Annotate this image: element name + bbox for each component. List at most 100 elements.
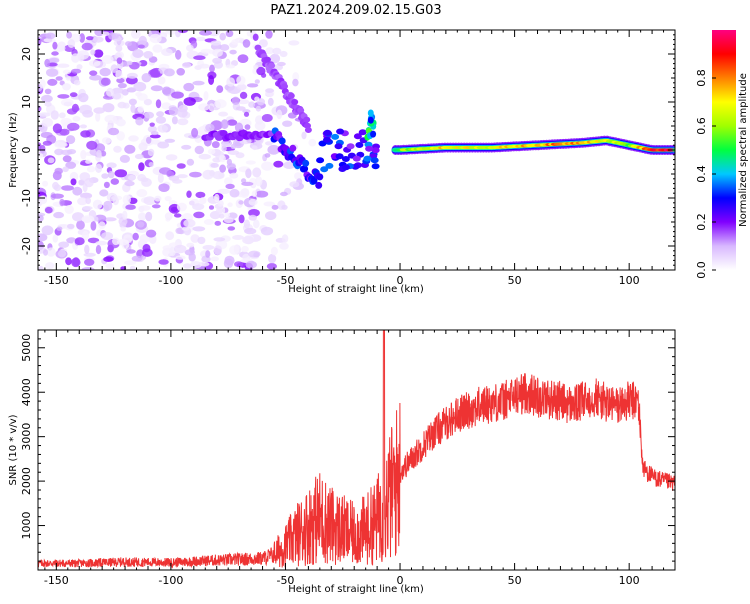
spectrogram-cell	[198, 153, 211, 160]
spectrogram-cell	[66, 31, 72, 39]
spectrogram-cell	[165, 154, 178, 161]
spectrogram-cell	[214, 220, 222, 226]
spectrogram-cell	[74, 237, 85, 246]
spectrogram-cell	[236, 83, 247, 91]
snr-xtick-label: -50	[276, 574, 294, 587]
spectrogram-cell	[253, 64, 259, 70]
spectrogram-cell	[303, 116, 311, 123]
spectrogram-cell	[93, 107, 105, 114]
spectrogram-cell	[173, 244, 187, 254]
spectrogram-cell	[255, 176, 263, 187]
spectrogram-cell	[65, 257, 72, 266]
spectrogram-cell	[86, 165, 96, 173]
spectrogram-cell	[248, 101, 256, 108]
spectrogram-cell	[158, 259, 169, 265]
spectrogram-cell	[370, 130, 377, 138]
spectrogram-cell	[176, 202, 187, 212]
spectrogram-cell	[203, 91, 209, 101]
spectrogram-cell	[143, 51, 154, 59]
spectrogram-cell	[242, 236, 255, 245]
spectrogram-cell	[294, 172, 302, 180]
spectrogram-cell	[89, 70, 98, 76]
spectrogram-cell	[107, 170, 115, 179]
spectrogram-cell	[89, 74, 102, 81]
spectrogram-cell	[144, 111, 154, 119]
spectrogram-cell	[114, 169, 128, 178]
spectrogram-cell	[297, 107, 305, 114]
spectrogram-cell	[82, 216, 91, 223]
spectrogram-cell	[218, 111, 229, 117]
spectrogram-cell	[190, 234, 200, 243]
spectrogram-cell	[365, 145, 374, 152]
spectrogram-cell	[117, 101, 127, 109]
spectrogram-cell	[90, 221, 97, 231]
spectrogram-cell	[370, 157, 379, 164]
spectrogram-cell	[168, 106, 179, 116]
spectrogram-cell	[212, 57, 223, 64]
spectrogram-cell	[46, 68, 59, 77]
spectrogram-xtick-label: 50	[508, 274, 522, 287]
spectrogram-cell	[255, 105, 261, 112]
spectrogram-cell	[355, 142, 364, 148]
spectrogram-cell	[80, 130, 91, 138]
spectrogram-cell	[121, 239, 130, 250]
spectrogram-cell	[308, 138, 317, 147]
spectrogram-cell	[197, 236, 206, 245]
spectrogram-cell	[116, 131, 125, 141]
spectrogram-cell	[104, 114, 117, 124]
spectrogram-cell	[331, 133, 340, 140]
spectrogram-cell	[219, 164, 227, 173]
spectrogram-cell	[126, 249, 136, 254]
spectrogram-cell	[226, 77, 236, 87]
spectrogram-cell	[208, 103, 215, 112]
spectrogram-cell	[278, 137, 286, 145]
spectrogram-cell	[94, 143, 106, 153]
spectrogram-cell	[99, 189, 109, 197]
spectrogram-cell	[148, 69, 161, 78]
spectrogram-cell	[44, 101, 52, 107]
spectrogram-cell	[280, 191, 288, 197]
spectrogram-cell	[106, 162, 117, 169]
spectrogram-cell	[270, 246, 278, 256]
spectrogram-cell	[233, 244, 240, 252]
spectrogram-cell	[183, 82, 195, 92]
spectrogram-cell	[336, 128, 345, 135]
spectrogram-cell	[99, 67, 111, 77]
spectrogram-cell	[263, 201, 276, 207]
spectrogram-cell	[227, 119, 238, 126]
spectrogram-cell	[248, 209, 260, 217]
spectrogram-cell	[125, 204, 136, 210]
spectrogram-cell	[195, 191, 206, 199]
spectrogram-cell	[134, 153, 144, 160]
spectrogram-cell	[267, 144, 281, 155]
spectrogram-cell	[130, 104, 136, 113]
spectrogram-cell	[138, 142, 148, 151]
spectrogram-cell	[245, 168, 252, 179]
spectrogram-cell	[219, 32, 226, 41]
spectrogram-cell	[234, 37, 245, 43]
spectrogram-cell	[218, 213, 225, 219]
spectrogram-cell	[38, 200, 42, 207]
spectrogram-cell	[244, 124, 251, 130]
spectrogram-cell	[117, 83, 127, 89]
spectrogram-cell	[199, 197, 207, 205]
spectrogram-cell	[202, 245, 215, 250]
spectrogram-cell	[67, 39, 76, 48]
spectrogram-cell	[44, 58, 50, 68]
spectrogram-cell	[111, 92, 122, 100]
colorbar-tick-label: 0.4	[695, 165, 708, 183]
spectrogram-cell	[231, 96, 240, 106]
spectrogram-cell	[157, 141, 170, 149]
spectrogram-cell	[164, 212, 173, 221]
spectrogram-cell	[149, 134, 161, 139]
spectrogram-cell	[151, 204, 161, 209]
spectrogram-cell	[238, 200, 244, 205]
spectrogram-cell	[200, 48, 213, 54]
spectrogram-cell	[72, 186, 83, 196]
spectrogram-cell	[186, 158, 195, 166]
spectrogram-cell	[101, 232, 114, 240]
spectrogram-cell	[177, 108, 188, 118]
spectrogram-cell	[73, 79, 81, 86]
spectrogram-cell	[212, 48, 224, 57]
